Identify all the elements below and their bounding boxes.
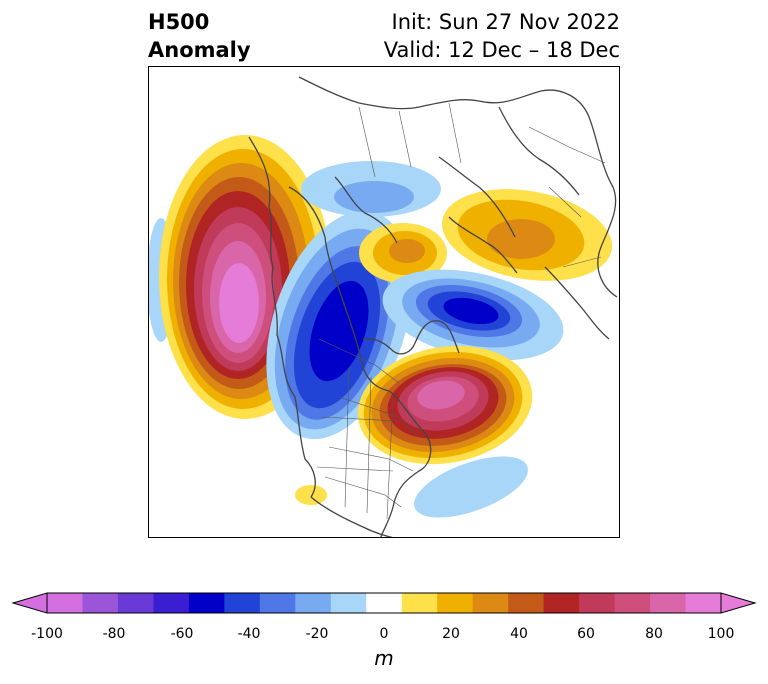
arctic-positive-anomaly [359, 223, 447, 283]
colorbar-cell [614, 593, 651, 613]
tick-label: -80 [102, 626, 126, 642]
colorbar-cell [437, 593, 474, 613]
colorbar-max-arrow [720, 592, 757, 614]
colorbar-cell [472, 593, 509, 613]
colorbar-cell [685, 593, 722, 613]
init-date: Init: Sun 27 Nov 2022 [391, 10, 620, 34]
forecast-dates: Init: Sun 27 Nov 2022 Valid: 12 Dec – 18… [384, 8, 620, 64]
colorbar-cell [543, 593, 580, 613]
colorbar-cell [153, 593, 190, 613]
tick-label: -100 [31, 626, 63, 642]
colorbar-cell [508, 593, 545, 613]
colorbar-cell [330, 593, 367, 613]
siberia-positive-anomaly [441, 189, 613, 281]
colorbar-cell [650, 593, 687, 613]
map-title: H500 Anomaly [148, 8, 251, 64]
tick-label: -60 [170, 626, 194, 642]
colorbar-cell [82, 593, 119, 613]
anomaly-map [148, 66, 620, 538]
colorbar-cell [47, 593, 83, 613]
colorbar-unit: m [374, 646, 394, 670]
colorbar-cell [259, 593, 296, 613]
colorbar [11, 592, 757, 614]
valid-range: Valid: 12 Dec – 18 Dec [383, 38, 620, 62]
coastlines [248, 76, 618, 537]
title-line1: H500 [148, 10, 210, 34]
west-coast-ridge-anomaly [159, 135, 331, 419]
tick-label: 80 [645, 626, 663, 642]
tick-label: 20 [442, 626, 460, 642]
tick-label: 100 [707, 626, 735, 642]
colorbar-cell [188, 593, 225, 613]
title-line2: Anomaly [148, 38, 251, 62]
tick-label: 0 [379, 626, 389, 642]
colorbar-cell [117, 593, 154, 613]
atlantic-negative-anomaly [414, 456, 528, 518]
colorbar-cell [295, 593, 332, 613]
tick-label: 60 [577, 626, 595, 642]
colorbar-cell [366, 593, 403, 613]
greenland-sea-trough-anomaly [382, 269, 564, 361]
colorbar-cell [224, 593, 261, 613]
tick-label: -20 [305, 626, 329, 642]
colorbar-cell [579, 593, 616, 613]
borders [316, 102, 606, 520]
tick-label: -40 [237, 626, 261, 642]
colorbar-cell [401, 593, 438, 613]
gulf-positive-anomaly [295, 485, 327, 505]
tick-label: 40 [510, 626, 528, 642]
colorbar-min-arrow [11, 592, 48, 614]
